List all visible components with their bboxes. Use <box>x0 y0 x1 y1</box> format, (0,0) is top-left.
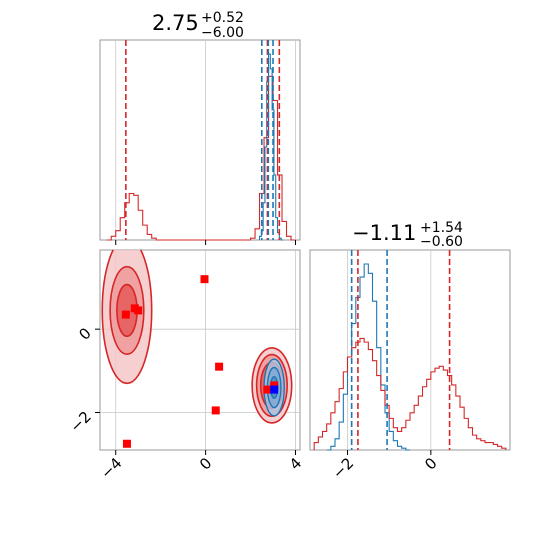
panel-bottom-left-frame <box>99 249 301 451</box>
red-square-marker-2 <box>211 406 220 415</box>
panel-top-left-frame <box>99 39 301 241</box>
red-square-marker-0 <box>200 275 209 284</box>
panel-1-title-minus: −6.00 <box>201 25 244 41</box>
red-square-marker-7 <box>270 381 279 390</box>
panel-2-title-value: −1.11 <box>352 221 416 245</box>
red-square-marker-5 <box>121 310 130 319</box>
panel-2-title-minus: −0.60 <box>420 234 463 250</box>
y-tick-label-joint-0: −2 <box>66 408 94 436</box>
blue-square-marker <box>270 385 279 394</box>
red-square-marker-1 <box>215 362 224 371</box>
x-tick-label-right-0: −2 <box>329 454 357 482</box>
x-tick-label-right-1: 0 <box>421 454 440 473</box>
hist-2-series-1 <box>313 337 507 450</box>
panel-1-title-plus: +0.52 <box>201 10 244 26</box>
panel-2-title-plus: +1.54 <box>420 220 463 236</box>
red-square-marker-6 <box>122 439 131 448</box>
x-tick-label-joint-0: −4 <box>97 454 125 482</box>
red-square-marker-4 <box>134 306 143 315</box>
y-tick-label-joint-1: 0 <box>75 324 94 343</box>
x-tick-label-joint-1: 0 <box>196 454 215 473</box>
hist-1-series-0 <box>106 75 296 241</box>
x-tick-label-joint-2: 4 <box>286 454 305 473</box>
hist-2-series-0 <box>326 263 410 451</box>
panel-1-title-value: 2.75 <box>152 11 199 35</box>
red-square-marker-8 <box>263 385 272 394</box>
